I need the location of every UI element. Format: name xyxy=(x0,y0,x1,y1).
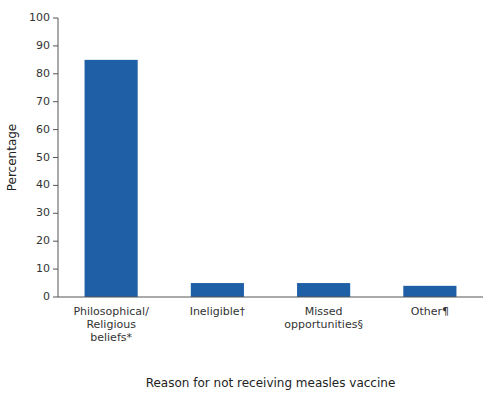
y-tick-label: 40 xyxy=(36,178,50,191)
x-tick-label: Missedopportunities§ xyxy=(284,305,363,331)
y-tick-label: 80 xyxy=(36,67,50,80)
bar xyxy=(191,283,244,297)
y-tick-label: 30 xyxy=(36,206,50,219)
y-axis: 0 10 20 30 40 50 60 70 80 90 100 xyxy=(29,11,58,303)
x-tick-label-line: Missed xyxy=(305,305,343,318)
x-tick-label-line: Religious xyxy=(86,318,136,331)
x-tick-label: Other¶ xyxy=(411,305,449,318)
x-axis: Philosophical/Religiousbeliefs* Ineligibl… xyxy=(73,305,449,344)
y-tick xyxy=(53,269,58,270)
y-tick-label: 100 xyxy=(29,11,50,24)
x-axis-title: Reason for not receiving measles vaccine xyxy=(146,376,396,390)
y-tick xyxy=(53,157,58,158)
y-tick-label: 60 xyxy=(36,123,50,136)
y-tick xyxy=(53,185,58,186)
y-tick-label: 90 xyxy=(36,39,50,52)
y-tick xyxy=(53,101,58,102)
y-tick xyxy=(53,18,58,19)
y-tick xyxy=(53,45,58,46)
y-tick-label: 10 xyxy=(36,262,50,275)
bar xyxy=(85,60,138,297)
x-tick-label-line: opportunities§ xyxy=(284,318,363,331)
x-tick-label-line: Ineligible† xyxy=(190,305,246,318)
x-tick-label-line: Other¶ xyxy=(411,305,449,318)
chart-container: 0 10 20 30 40 50 60 70 80 90 100 Philosophical/Reli… xyxy=(0,0,499,401)
y-axis-title: Percentage xyxy=(5,124,19,192)
y-tick xyxy=(53,129,58,130)
y-tick-label: 20 xyxy=(36,234,50,247)
y-tick xyxy=(53,241,58,242)
x-axis-line xyxy=(58,297,483,298)
y-tick xyxy=(53,73,58,74)
x-tick-label: Philosophical/Religiousbeliefs* xyxy=(73,305,149,344)
y-tick xyxy=(53,213,58,214)
x-tick-label: Ineligible† xyxy=(190,305,246,318)
bar xyxy=(297,283,350,297)
y-axis-line xyxy=(58,18,59,297)
bars xyxy=(85,60,457,297)
y-tick-label: 0 xyxy=(43,290,50,303)
x-tick-label-line: Philosophical/ xyxy=(73,305,149,318)
y-tick-label: 70 xyxy=(36,95,50,108)
y-tick xyxy=(53,297,58,298)
x-tick-label-line: beliefs* xyxy=(90,331,132,344)
bar xyxy=(403,286,456,297)
y-tick-label: 50 xyxy=(36,151,50,164)
chart-svg: 0 10 20 30 40 50 60 70 80 90 100 Philosophical/Reli… xyxy=(0,0,499,401)
